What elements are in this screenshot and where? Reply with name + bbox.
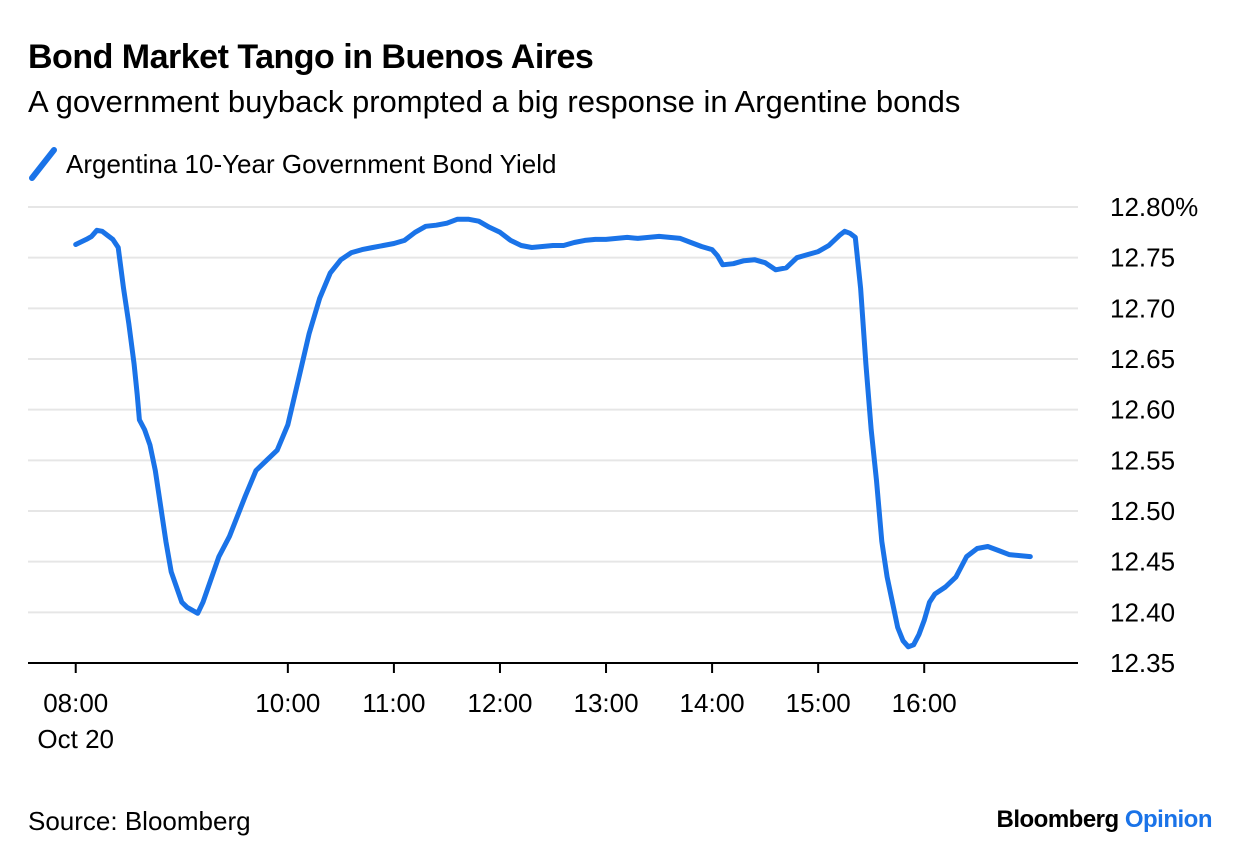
x-tick-label: 13:00 xyxy=(573,688,638,718)
x-tick-label: 11:00 xyxy=(362,688,425,718)
y-tick-label: 12.55 xyxy=(1110,445,1175,475)
chart-subtitle: A government buyback prompted a big resp… xyxy=(28,84,961,119)
x-axis-labels: 08:00 Oct 20 10:00 11:00 12:00 13:00 14:00 15:0… xyxy=(37,688,956,754)
y-tick-label: 12.50 xyxy=(1110,496,1175,526)
x-tick-sublabel: Oct 20 xyxy=(37,724,114,754)
y-tick-label: 12.45 xyxy=(1110,547,1175,577)
legend: Argentina 10-Year Government Bond Yield xyxy=(28,146,556,182)
y-axis-labels: 12.35 12.40 12.45 12.50 12.55 12.60 12.65 12.70… xyxy=(1110,192,1198,678)
x-tick-label: 16:00 xyxy=(892,688,957,718)
source-note: Source: Bloomberg xyxy=(28,806,251,836)
y-tick-label: 12.65 xyxy=(1110,344,1175,374)
y-tick-label: 12.70 xyxy=(1110,293,1175,323)
legend-label: Argentina 10-Year Government Bond Yield xyxy=(66,148,557,179)
legend-swatch-icon xyxy=(29,147,57,181)
x-tick-label: 12:00 xyxy=(467,688,532,718)
y-tick-label: 12.35 xyxy=(1110,648,1175,678)
x-tick-label: 15:00 xyxy=(786,688,851,718)
x-tick-label: 08:00 xyxy=(43,688,108,718)
series-line xyxy=(73,216,1033,650)
x-axis xyxy=(28,662,1078,673)
brand-main: Bloomberg xyxy=(996,806,1120,833)
y-tick-label: 12.75 xyxy=(1110,243,1175,273)
grid-lines xyxy=(28,206,1078,614)
brand-accent: Opinion xyxy=(1124,806,1213,833)
series-group xyxy=(73,216,1033,650)
x-tick-label: 10:00 xyxy=(255,688,320,718)
x-tick-label: 14:00 xyxy=(680,688,745,718)
y-tick-label: 12.80% xyxy=(1110,192,1198,222)
y-tick-label: 12.60 xyxy=(1110,395,1175,425)
brand-logo: Bloomberg Opinion xyxy=(997,806,1213,834)
y-tick-label: 12.40 xyxy=(1110,597,1175,627)
chart-title: Bond Market Tango in Buenos Aires xyxy=(28,38,594,76)
